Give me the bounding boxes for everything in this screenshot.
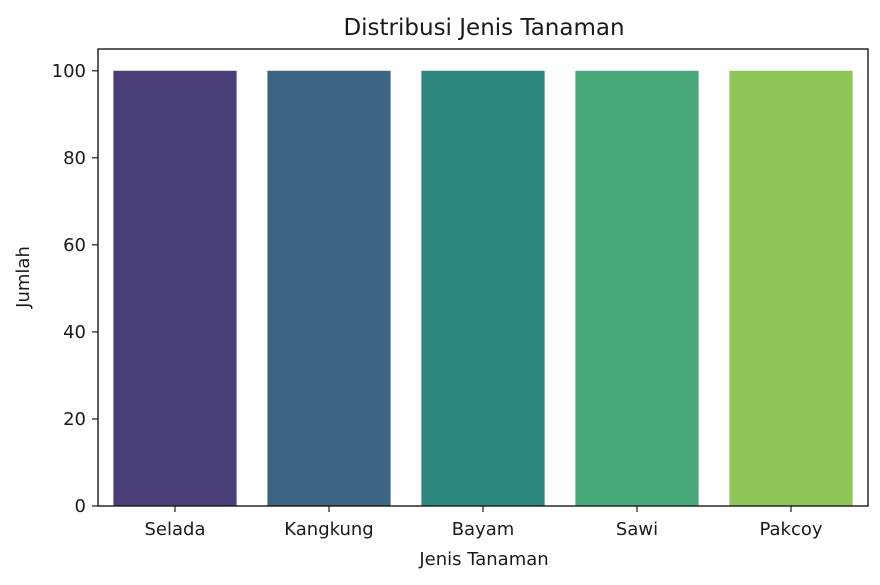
bar-bayam	[421, 70, 545, 506]
y-tick-label: 0	[75, 496, 86, 517]
x-axis-label: Jenis Tanaman	[418, 549, 548, 570]
y-tick-label: 80	[63, 148, 86, 169]
x-axis: Selada Kangkung Bayam Sawi Pakcoy	[145, 506, 823, 540]
y-tick-label: 40	[63, 322, 86, 343]
bar-pakcoy	[729, 70, 853, 506]
bars-layer	[113, 70, 853, 506]
y-axis-label: Jumlah	[13, 246, 34, 309]
bar-selada	[113, 70, 237, 506]
y-tick-label: 100	[52, 61, 86, 82]
bar-kangkung	[267, 70, 391, 506]
chart-title: Distribusi Jenis Tanaman	[343, 15, 624, 41]
x-tick-label: Bayam	[452, 519, 515, 540]
x-tick-label: Selada	[145, 519, 206, 540]
x-tick-label: Sawi	[616, 519, 658, 540]
y-axis: 0 20 40 60 80 100	[52, 61, 98, 517]
bar-sawi	[575, 70, 699, 506]
y-tick-label: 20	[63, 409, 86, 430]
x-tick-label: Pakcoy	[759, 519, 822, 540]
plot-frame	[97, 48, 869, 507]
y-tick-label: 60	[63, 235, 86, 256]
x-tick-label: Kangkung	[284, 519, 373, 540]
